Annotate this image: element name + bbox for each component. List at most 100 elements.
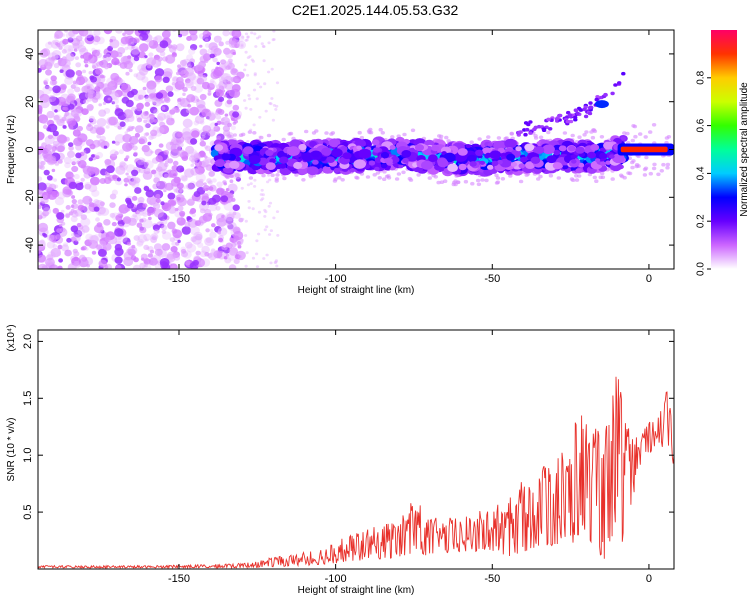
noise-blob xyxy=(150,233,159,241)
noise-blob xyxy=(255,97,259,101)
noise-blob xyxy=(188,155,197,162)
noise-blob xyxy=(176,165,185,173)
noise-blob xyxy=(80,177,85,182)
noise-blob xyxy=(153,243,163,251)
noise-blob xyxy=(213,48,222,56)
noise-blob xyxy=(128,135,139,145)
noise-blob xyxy=(161,243,171,251)
band-halo xyxy=(630,138,635,143)
noise-blob xyxy=(202,193,209,200)
noise-blob xyxy=(133,177,141,184)
noise-blob xyxy=(205,145,212,152)
noise-blob xyxy=(267,204,271,208)
noise-blob xyxy=(42,194,48,199)
noise-blob xyxy=(124,30,134,35)
noise-blob xyxy=(199,208,206,214)
noise-blob xyxy=(131,45,135,49)
upper-band-blob xyxy=(558,113,563,118)
band-halo xyxy=(592,175,597,180)
noise-blob xyxy=(98,103,102,107)
noise-blob xyxy=(127,125,134,131)
noise-blob xyxy=(42,124,48,130)
noise-blob xyxy=(275,264,279,268)
noise-blob xyxy=(162,172,169,178)
noise-blob xyxy=(51,146,57,151)
band-blob xyxy=(312,159,319,165)
noise-blob xyxy=(125,99,134,108)
snr-series-line xyxy=(38,376,674,569)
band-halo xyxy=(633,134,638,139)
noise-blob xyxy=(194,84,203,93)
band-blob xyxy=(506,153,516,161)
noise-blob xyxy=(237,244,242,249)
noise-blob xyxy=(247,94,251,97)
band-halo xyxy=(533,136,539,140)
band-halo xyxy=(241,132,246,137)
noise-blob xyxy=(209,79,215,84)
noise-blob xyxy=(226,252,237,261)
noise-blob xyxy=(124,118,130,123)
noise-blob xyxy=(138,136,148,145)
noise-blob xyxy=(161,106,166,110)
noise-blob xyxy=(228,209,237,216)
noise-blob xyxy=(144,122,151,129)
noise-blob xyxy=(198,215,208,224)
band-blob xyxy=(542,144,555,155)
noise-blob xyxy=(72,234,81,242)
noise-blob xyxy=(231,117,235,121)
noise-blob xyxy=(38,114,49,124)
noise-blob xyxy=(99,240,107,247)
band-halo xyxy=(301,178,306,182)
band-blob xyxy=(518,163,526,169)
band-halo xyxy=(366,129,372,133)
noise-blob xyxy=(142,86,147,91)
noise-blob xyxy=(268,178,272,182)
band-halo xyxy=(455,180,461,184)
noise-blob xyxy=(88,234,99,244)
upper-band-blob xyxy=(525,127,530,132)
noise-blob xyxy=(162,76,170,84)
noise-blob xyxy=(80,217,91,227)
noise-blob xyxy=(150,236,158,243)
noise-blob xyxy=(192,235,202,245)
noise-blob xyxy=(157,98,164,104)
band-halo xyxy=(500,177,506,181)
noise-blob xyxy=(209,204,218,212)
band-halo xyxy=(538,174,543,179)
noise-blob xyxy=(56,228,62,234)
noise-blob xyxy=(186,54,194,61)
noise-blob xyxy=(177,239,181,243)
noise-blob xyxy=(70,174,75,178)
noise-blob xyxy=(141,158,146,163)
noise-blob xyxy=(93,224,104,234)
noise-blob xyxy=(126,175,132,180)
noise-blob xyxy=(211,223,216,228)
noise-blob xyxy=(204,237,215,246)
noise-blob xyxy=(187,104,192,108)
noise-blob xyxy=(215,205,221,211)
upper-band-blob xyxy=(617,81,622,85)
noise-blob xyxy=(152,36,158,42)
noise-blob xyxy=(253,185,257,188)
noise-blob xyxy=(88,54,93,59)
noise-blob xyxy=(270,67,274,71)
band-halo xyxy=(446,139,451,143)
noise-blob xyxy=(153,229,160,235)
noise-blob xyxy=(132,264,142,269)
noise-blob xyxy=(143,148,153,157)
noise-blob xyxy=(227,122,232,128)
noise-blob xyxy=(210,248,216,253)
noise-blob xyxy=(87,123,92,127)
noise-blob xyxy=(225,50,234,59)
noise-blob xyxy=(141,209,147,214)
band-halo xyxy=(463,179,469,184)
noise-blob xyxy=(93,206,100,212)
noise-blob xyxy=(240,186,244,190)
noise-blob xyxy=(63,112,74,122)
band-halo xyxy=(436,180,441,185)
noise-blob xyxy=(187,61,195,68)
band-halo xyxy=(548,173,554,178)
band-blob xyxy=(374,166,380,171)
noise-blob xyxy=(73,251,80,257)
